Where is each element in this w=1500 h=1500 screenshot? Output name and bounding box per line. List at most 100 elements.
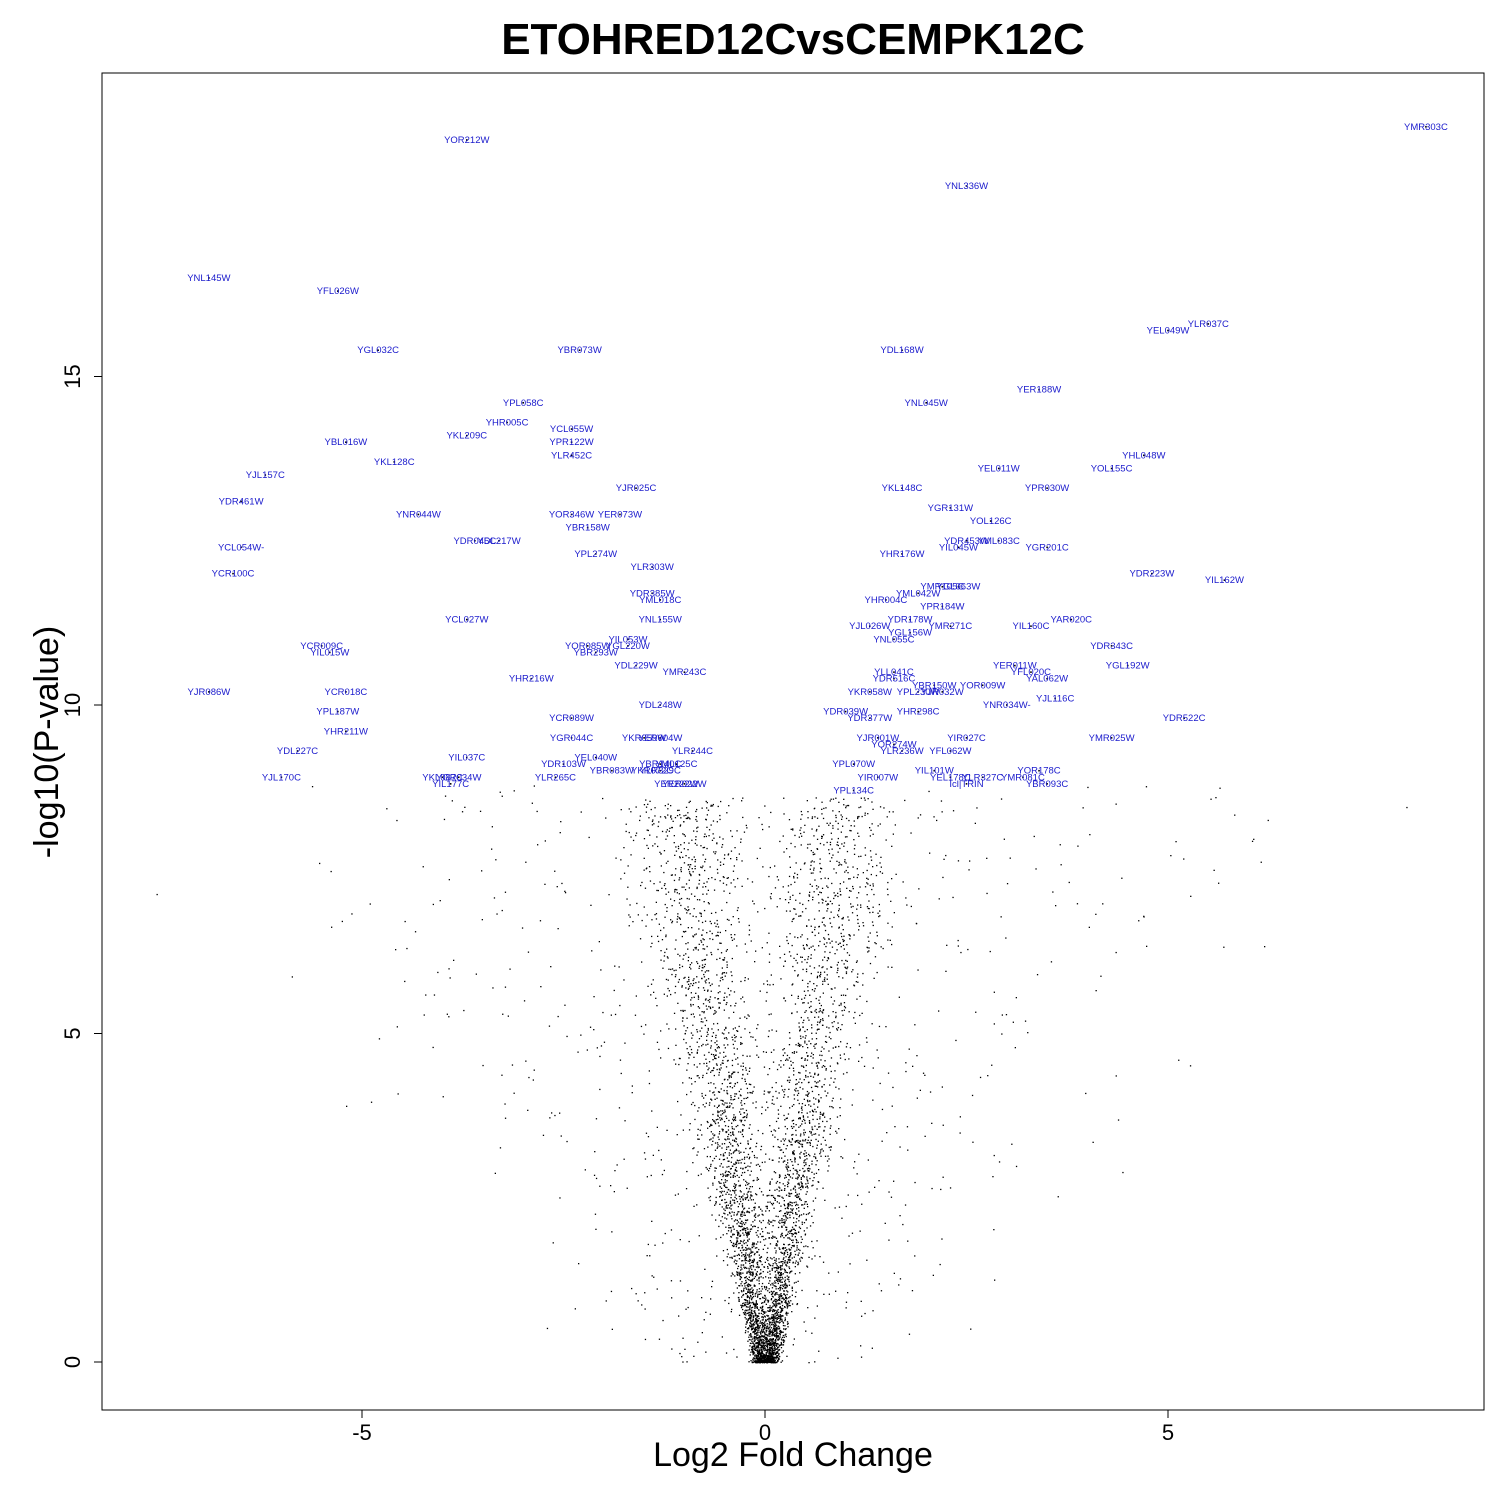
gene-point [777,1288,779,1290]
gene-point [703,939,705,941]
gene-point [772,1338,774,1341]
gene-point [731,1122,733,1124]
gene-point [822,992,824,994]
gene-point [795,1291,797,1293]
gene-point [807,1182,809,1184]
gene-point [679,857,681,859]
gene-point [779,1330,781,1332]
gene-point [708,829,711,831]
gene-point [784,1271,786,1273]
gene-point [653,883,655,885]
gene-point [683,671,686,673]
gene-point [829,942,831,944]
gene-point [846,887,848,889]
gene-point [769,1325,771,1327]
gene-point [740,1240,742,1242]
gene-point [765,1276,767,1278]
gene-point [749,1298,751,1300]
gene-point [744,1255,747,1257]
gene-point [826,1026,828,1028]
gene-point [775,1300,777,1302]
gene-point [725,1174,727,1176]
gene-point [766,1338,768,1340]
gene-point [712,1137,714,1139]
gene-point [828,1036,830,1038]
gene-point [729,1131,732,1134]
gene-point [712,1006,714,1008]
gene-point [1183,717,1185,719]
gene-point [769,1338,771,1340]
gene-point [792,1261,794,1263]
gene-point [783,1048,785,1050]
gene-point [749,1197,751,1199]
gene-point [895,873,897,875]
gene-point [645,868,647,870]
gene-point [831,1100,833,1102]
gene-point [758,1276,760,1278]
gene-point [713,1023,715,1025]
gene-point [797,1176,799,1178]
gene-point [840,1004,842,1006]
gene-point [530,677,533,680]
gene-point [741,1211,744,1214]
gene-point [812,1222,814,1224]
gene-point [821,898,823,900]
gene-point [714,878,716,881]
gene-point [1110,737,1113,739]
gene-point [774,1293,776,1295]
gene-point [781,1360,784,1362]
gene-point [829,1031,831,1034]
gene-point [778,1247,780,1249]
gene-point [832,798,835,800]
gene-point [826,942,828,944]
gene-point [783,1341,785,1344]
gene-point [910,905,912,908]
gene-point [709,998,711,1001]
gene-point [764,1347,766,1349]
gene-point [886,888,889,890]
gene-point [773,1346,775,1348]
gene-point [725,1207,727,1209]
gene-point [746,1301,749,1303]
gene-point [696,1154,698,1156]
gene-point [769,1270,771,1272]
gene-point [808,1121,811,1123]
gene-point [792,1164,794,1166]
gene-point [745,1069,747,1071]
gene-point [800,1188,802,1191]
gene-point [768,1320,770,1322]
gene-point [771,1338,773,1340]
gene-point [775,1340,777,1342]
gene-point [853,848,856,850]
gene-point [857,832,859,834]
gene-point [804,1155,806,1157]
gene-point [707,1127,709,1129]
gene-point [744,1285,746,1287]
gene-point [718,1158,721,1160]
gene-point [689,1045,691,1048]
gene-point [328,651,331,654]
gene-point [739,1234,742,1236]
gene-point [703,1097,705,1099]
gene-point [781,1331,783,1333]
gene-point [838,1045,840,1048]
gene-point [762,1357,764,1359]
gene-point [729,1082,731,1084]
gene-point [771,1086,773,1089]
gene-point [751,1348,753,1350]
gene-point [809,1155,811,1157]
gene-point [735,1162,737,1165]
gene-point [703,1011,705,1013]
gene-point [781,1252,784,1254]
gene-point [770,1347,772,1349]
gene-point [756,1338,758,1340]
gene-point [754,1314,756,1316]
gene-point [751,1279,753,1281]
gene-point [723,857,726,860]
gene-point [709,1102,711,1104]
gene-point [763,1066,766,1068]
gene-point [719,861,722,863]
gene-point [798,1081,800,1083]
gene-point [774,1280,776,1282]
gene-point [801,1112,803,1114]
